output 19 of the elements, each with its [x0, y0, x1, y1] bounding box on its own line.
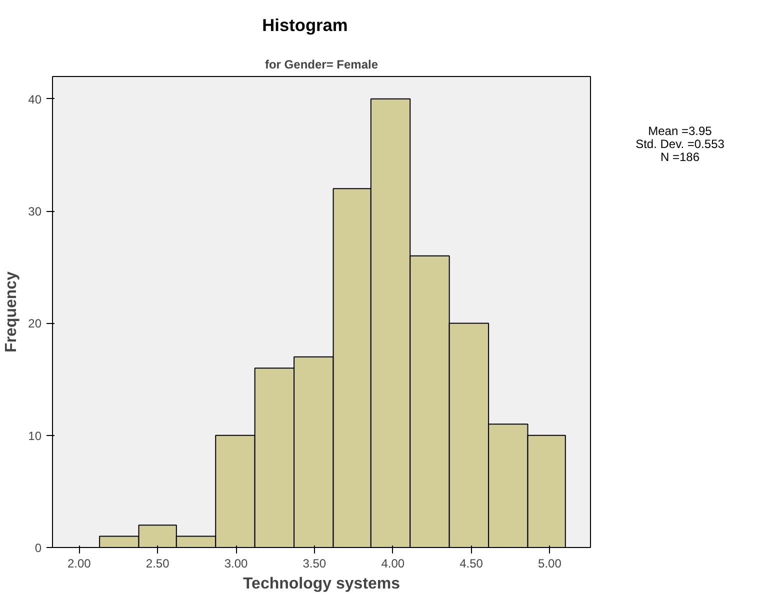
text: Std. Dev. =0.553: [636, 137, 724, 152]
x-tick-label: 3.50: [302, 556, 326, 570]
y-tick-label: 0: [34, 541, 42, 555]
x-axis-title: Technology systems: [242, 576, 400, 592]
text: N =186: [660, 150, 700, 164]
x-tick-label: 5.00: [538, 556, 562, 570]
chart-subtitle: for Gender= Female: [264, 58, 378, 72]
chart-title: Histogram: [262, 14, 348, 37]
y-tick-label: 40: [28, 92, 42, 106]
x-tick-label: 4.50: [460, 556, 484, 570]
x-tick-label: 2.00: [67, 556, 92, 570]
y-tick-label: 20: [28, 316, 42, 331]
x-tick-label: 2.50: [146, 556, 170, 570]
x-tick-label: 4.00: [381, 556, 405, 570]
y-axis-title: Frequency: [3, 271, 20, 352]
y-tick-label: 30: [28, 204, 42, 219]
y-tick-label: 10: [28, 428, 42, 443]
x-tick-label: 3.00: [224, 556, 248, 570]
text: Mean =3.95: [648, 124, 712, 138]
